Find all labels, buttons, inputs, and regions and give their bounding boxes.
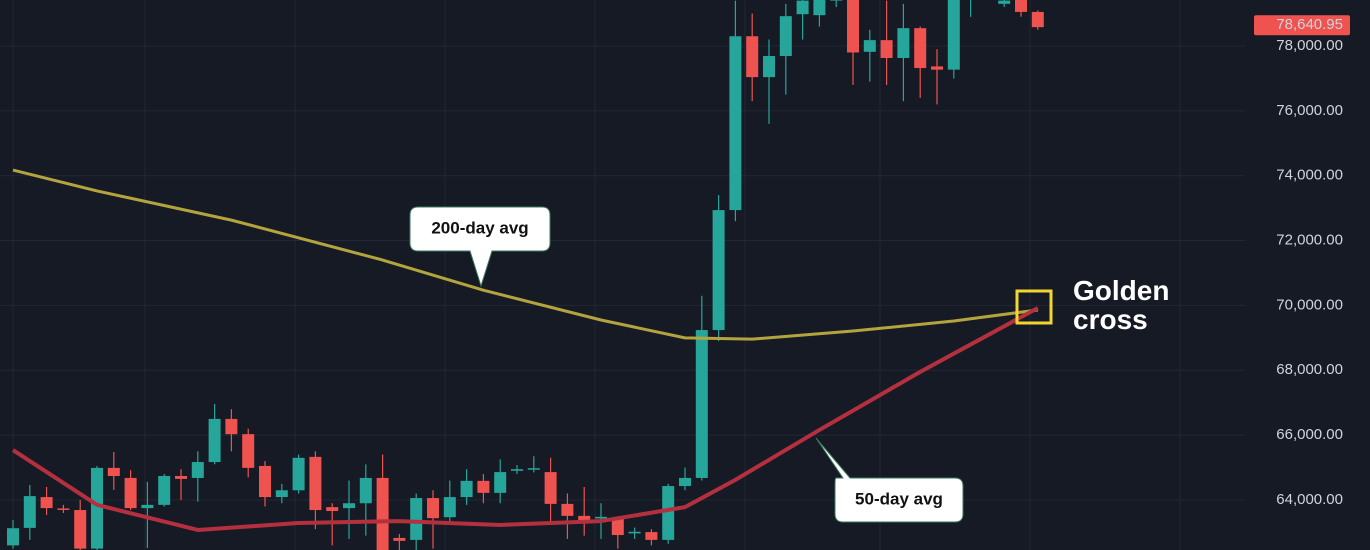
candle-body (477, 480, 490, 493)
candle-body (141, 504, 154, 509)
candle-body (544, 472, 557, 504)
candle-body (628, 531, 641, 534)
candle-body (57, 508, 70, 510)
y-tick-label: 64,000.00 (1276, 491, 1343, 508)
candle-body (1015, 0, 1027, 12)
ma-line (11, 306, 1039, 532)
candle-body (191, 462, 204, 478)
time-grid (12, 0, 1181, 550)
last-price-label: 78,640.95 (1276, 16, 1343, 33)
candle-body (847, 0, 859, 53)
candle-body (410, 498, 423, 540)
callout-50 (815, 437, 964, 523)
last-price-tag (1254, 15, 1350, 36)
price-axis: 64,000.00 66,000.00 68,000.00 70,000.00 72,0… (1254, 15, 1350, 508)
candle-body (309, 456, 322, 511)
candle-body (662, 486, 675, 540)
candle-body (158, 475, 171, 505)
candle-body (242, 434, 255, 468)
candle-body (779, 16, 792, 57)
candle-body (7, 528, 19, 546)
candle-body (712, 210, 725, 331)
candles (7, 0, 1044, 550)
candle-body (175, 475, 187, 479)
candle-body (695, 330, 708, 478)
candle-body (998, 0, 1011, 4)
candle-body (679, 477, 691, 487)
y-tick-label: 72,000.00 (1276, 232, 1343, 249)
y-tick-label: 68,000.00 (1276, 361, 1343, 378)
candle-body (645, 532, 658, 540)
callout-200 (409, 206, 551, 288)
candle-body (763, 56, 775, 78)
candle-body (813, 0, 826, 16)
candle-body (595, 516, 607, 519)
candle-body (611, 518, 624, 536)
candle-body (427, 498, 439, 519)
candle-body (259, 465, 271, 498)
y-tick-label: 70,000.00 (1276, 296, 1343, 313)
ma-line (12, 168, 1038, 341)
candle-body (376, 477, 389, 550)
candle-body (494, 472, 507, 493)
candle-body (292, 457, 305, 491)
candle-body (914, 28, 927, 69)
candle-body (393, 537, 406, 541)
y-tick-label: 76,000.00 (1276, 102, 1343, 119)
y-tick-label: 78,000.00 (1276, 37, 1343, 54)
candle-body (931, 66, 943, 70)
candle-body (124, 477, 137, 509)
candle-body (578, 515, 591, 523)
candle-body (947, 0, 960, 70)
candle-body (1031, 11, 1044, 28)
candle-body (74, 510, 87, 549)
candle-body (796, 0, 809, 15)
candle-body (830, 0, 843, 1)
candle-body (460, 480, 473, 498)
y-tick-label: 74,000.00 (1276, 167, 1343, 184)
candle-body (359, 477, 372, 504)
candle-body (880, 40, 893, 58)
candle-body (443, 497, 456, 518)
candle-body (107, 467, 120, 476)
candle-body (343, 503, 355, 509)
annotation: Golden cross (1073, 275, 1170, 335)
annotations: 200-day avg 50-day avg (409, 206, 1053, 523)
candle-body (897, 28, 910, 58)
candle-body (225, 418, 238, 435)
candle-body (208, 418, 221, 463)
candle-body (91, 467, 103, 549)
moving-averages (11, 168, 1039, 532)
candle-body (561, 503, 574, 516)
candle-body (40, 497, 53, 509)
y-tick-label: 66,000.00 (1276, 426, 1343, 443)
candle-body (746, 36, 759, 78)
grid (0, 45, 1245, 501)
cross-marker (1015, 289, 1053, 325)
candle-body (527, 468, 540, 470)
callout-label: 200-day avg (431, 218, 528, 237)
candle-body (326, 507, 339, 512)
candle-body (511, 469, 523, 471)
callout-label: 50-day avg (855, 489, 943, 508)
candle-body (729, 36, 742, 211)
candle-body (275, 490, 288, 498)
candle-body (863, 40, 876, 52)
candle-body (23, 496, 36, 528)
